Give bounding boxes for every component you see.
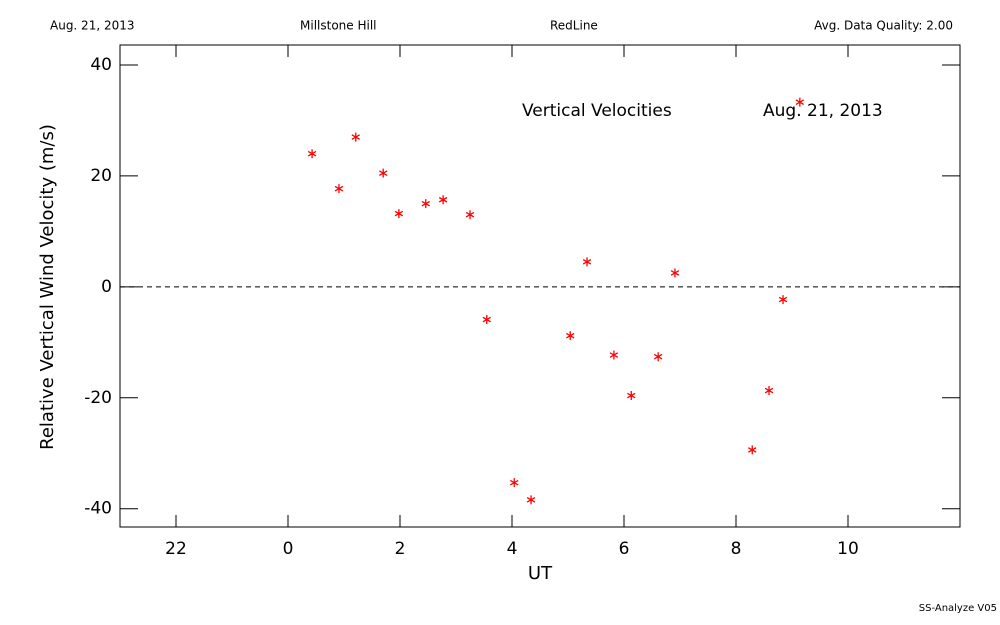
point bbox=[334, 184, 344, 194]
y-tick-label: 40 bbox=[90, 55, 112, 75]
y-tick-label: 20 bbox=[90, 166, 112, 186]
x-axis-label: UT bbox=[528, 563, 553, 584]
x-tick-label: 6 bbox=[619, 539, 630, 559]
footer: SS-Analyze V05 bbox=[919, 603, 997, 614]
x-tick-label: 0 bbox=[283, 539, 294, 559]
point bbox=[307, 149, 317, 159]
point bbox=[627, 391, 636, 401]
point bbox=[438, 195, 448, 205]
point bbox=[670, 268, 680, 278]
x-tick-label: 10 bbox=[837, 539, 859, 559]
y-axis-label: Relative Vertical Wind Velocity (m/s) bbox=[37, 124, 58, 450]
point bbox=[465, 210, 475, 220]
y-tick-label: 0 bbox=[101, 277, 112, 297]
point bbox=[582, 257, 592, 267]
point bbox=[795, 97, 805, 107]
y-tick-label: -20 bbox=[84, 388, 112, 408]
point bbox=[526, 495, 536, 505]
header-site: Millstone Hill bbox=[300, 19, 376, 33]
x-tick-label: 4 bbox=[507, 539, 518, 559]
header-quality: Avg. Data Quality: 2.00 bbox=[814, 19, 953, 33]
point bbox=[378, 168, 388, 178]
point bbox=[566, 331, 575, 341]
point bbox=[764, 386, 774, 396]
annotation: Vertical Velocities bbox=[522, 101, 672, 121]
plot-frame bbox=[119, 44, 961, 528]
x-tick-label: 8 bbox=[731, 539, 742, 559]
point bbox=[510, 478, 519, 488]
y-tick-label: -40 bbox=[84, 499, 112, 519]
point bbox=[482, 315, 492, 325]
point bbox=[748, 445, 757, 455]
point bbox=[394, 209, 404, 219]
point bbox=[653, 352, 663, 362]
x-tick-label: 22 bbox=[165, 539, 187, 559]
x-tick-label: 2 bbox=[395, 539, 406, 559]
annotation: Aug. 21, 2013 bbox=[763, 101, 883, 121]
header-line: RedLine bbox=[550, 19, 598, 33]
point bbox=[778, 295, 788, 305]
point bbox=[609, 350, 619, 360]
point bbox=[351, 132, 360, 142]
header-date: Aug. 21, 2013 bbox=[50, 19, 135, 33]
point bbox=[421, 199, 430, 209]
